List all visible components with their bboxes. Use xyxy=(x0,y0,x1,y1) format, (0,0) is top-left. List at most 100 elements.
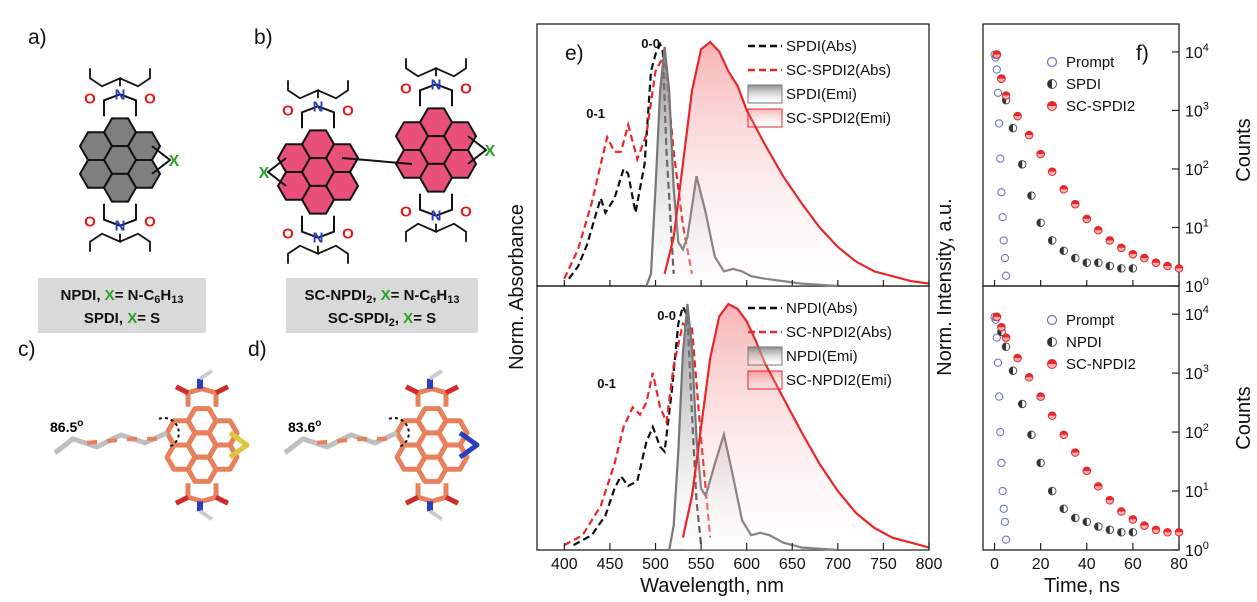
f-top-series-0-point-10 xyxy=(1001,271,1011,280)
f-xtick-label-4: 80 xyxy=(1170,556,1188,573)
f-top-series-1-point-3 xyxy=(1008,123,1018,133)
f-bot-series-2-point-15 xyxy=(1151,525,1161,535)
f-bot-series-2-point-14 xyxy=(1140,521,1149,530)
e-top-legend-swatch-3 xyxy=(747,108,783,128)
panel-label-f: f) xyxy=(1136,42,1149,65)
scpdi-left-nitrogen-1: N xyxy=(313,230,324,247)
npdi-imide-1 xyxy=(103,203,137,227)
f-bot-series-2-point-1 xyxy=(997,322,1006,332)
panel-f-x-ticks: 0 20 40 60 80 xyxy=(990,280,1188,573)
panel-e-top-plot: 0-0 0-1 xyxy=(563,36,930,288)
panel-label-c: c) xyxy=(18,338,36,361)
e-top-legend-swatch-2 xyxy=(747,84,783,104)
e-xtick-label-2: 500 xyxy=(642,556,669,573)
model-c-ring-6 xyxy=(185,454,219,484)
structure-b-caption-1: SC-NPDI2, X= N-C6H13 xyxy=(305,287,460,306)
panel-f-y-ticks: 100 101 102 103 104 100 101 102 103 104 xyxy=(1172,42,1209,560)
f-bot-series-2-point-4 xyxy=(1024,372,1034,382)
npdi-x-bridge xyxy=(151,145,172,175)
model-c-imide-1 xyxy=(185,483,219,504)
f-bot-series-0-point-7 xyxy=(998,486,1007,496)
scpdi-left-nitrogen-0: N xyxy=(313,98,324,115)
e-top-peak-label-00: 0-0 xyxy=(641,36,660,51)
panel-e-x-axis-title: Wavelength, nm xyxy=(640,575,784,597)
model-d-oxygen-l-1 xyxy=(404,495,420,506)
npdi-x-atom: X xyxy=(169,153,180,170)
f-bot-series-2-point-2 xyxy=(1001,333,1011,342)
f-top-series-1-point-10 xyxy=(1082,258,1092,268)
structure-a-caption: NPDI, X= N-C6H13 SPDI, X= S xyxy=(38,278,206,333)
f-bot-ytick-label-0: 100 xyxy=(1185,540,1209,560)
f-xtick-label-0: 0 xyxy=(990,556,999,573)
scpdi-left-x-bridge xyxy=(266,157,287,187)
npdi-chain-l-1 xyxy=(89,232,121,252)
scpdi-right-oxygen-l-1: O xyxy=(400,204,412,221)
f-bot-series-0-point-6 xyxy=(997,458,1006,468)
e-top-peak-label-01: 0-1 xyxy=(586,106,605,121)
f-top-series-1-point-6 xyxy=(1036,218,1045,228)
npdi-oxygen-r-1: O xyxy=(144,214,156,231)
e-bot-legend-label-2: NPDI(Emi) xyxy=(786,348,858,365)
f-bot-legend-swatch-0 xyxy=(1046,314,1058,326)
npdi-chain-r-1 xyxy=(119,232,151,252)
f-bot-series-2-point-11 xyxy=(1105,495,1115,505)
model-c-stick xyxy=(53,369,250,521)
e-bot-series-3-area xyxy=(682,304,929,550)
f-bot-legend-swatch-2 xyxy=(1047,359,1057,369)
f-top-series-1-point-14 xyxy=(1128,264,1138,273)
scpdi-linker-bond xyxy=(341,157,413,165)
e-xtick-label-5: 650 xyxy=(779,556,806,573)
scpdi-right-x-atom: X xyxy=(485,143,496,160)
model-d-oxygen-r-1 xyxy=(444,495,460,506)
e-top-legend-label-3: SC-SPDI2(Emi) xyxy=(786,110,891,127)
scpdi-left-chain-l-1 xyxy=(287,244,319,264)
scpdi-right-chain-l-0 xyxy=(405,58,437,78)
scpdi-right-oxygen-l-0: O xyxy=(400,80,412,97)
f-bot-series-1-point-12 xyxy=(1105,525,1115,535)
model-d-methyl-1 xyxy=(428,509,444,521)
model-c-imide-0 xyxy=(185,386,219,407)
f-top-series-0-point-8 xyxy=(999,236,1008,245)
f-top-series-0-point-9 xyxy=(1000,253,1010,263)
panel-f-x-axis-title: Time, ns xyxy=(1044,575,1120,597)
e-top-legend-label-2: SPDI(Emi) xyxy=(786,86,857,103)
f-top-series-1-point-13 xyxy=(1117,264,1126,273)
scpdi-left-chain-r-0 xyxy=(317,80,349,100)
f-top-series-1-point-8 xyxy=(1059,246,1069,256)
model-d-stick xyxy=(283,369,480,521)
structure-b-caption: SC-NPDI2, X= N-C6H13 SC-SPDI2, X= S xyxy=(286,278,478,333)
scpdi-left-imide-1 xyxy=(301,215,335,239)
f-top-series-2-point-9 xyxy=(1082,214,1092,224)
f-top-ytick-label-2: 102 xyxy=(1185,159,1209,179)
f-top-series-0-point-5 xyxy=(996,154,1005,163)
panel-f-bottom-legend: Prompt NPDI SC-NPDI2 xyxy=(1046,312,1136,373)
model-d-substituent-core xyxy=(314,436,387,445)
scpdi-left-oxygen-r-0: O xyxy=(342,102,354,119)
model-c-methyl-1 xyxy=(198,509,214,521)
f-bot-series-1-point-6 xyxy=(1036,458,1045,468)
f-bot-series-2-point-8 xyxy=(1070,448,1080,457)
f-bot-series-1-point-7 xyxy=(1047,486,1057,496)
f-bot-series-1-point-4 xyxy=(1017,399,1027,409)
f-bot-series-1-point-8 xyxy=(1059,504,1069,514)
f-top-series-0-point-3 xyxy=(993,88,1003,97)
f-top-series-0-point-6 xyxy=(997,188,1006,197)
model-c-oxygen-r-0 xyxy=(214,384,230,395)
scpdi-left-chain-l-0 xyxy=(287,80,319,100)
model-c-angle: 86.5o xyxy=(50,418,83,435)
e-bot-legend-label-3: SC-NPDI2(Emi) xyxy=(786,372,892,389)
panel-e-top-legend: SPDI(Abs) SC-SPDI2(Abs) SPDI(Emi) SC-SPDI2(… xyxy=(747,38,891,128)
scpdi-right-imide-1 xyxy=(419,193,453,217)
f-bot-series-2-point-16 xyxy=(1163,527,1172,537)
e-bot-legend-swatch-3 xyxy=(747,370,783,390)
structure-b-molecule: N O O N O O X N O O N O O X xyxy=(259,58,496,264)
panel-label-d: d) xyxy=(248,338,267,361)
f-bot-series-0-point-9 xyxy=(1000,517,1010,527)
panel-e-x-ticks: 400 450 500 550 600 650 700 750 800 xyxy=(551,280,942,573)
f-top-series-2-point-13 xyxy=(1128,249,1138,259)
panel-label-e: e) xyxy=(565,42,584,65)
f-top-series-2-point-11 xyxy=(1105,236,1115,245)
e-xtick-label-7: 750 xyxy=(870,556,897,573)
f-bot-series-2-point-3 xyxy=(1013,353,1022,363)
model-d-imide-0 xyxy=(415,386,449,407)
